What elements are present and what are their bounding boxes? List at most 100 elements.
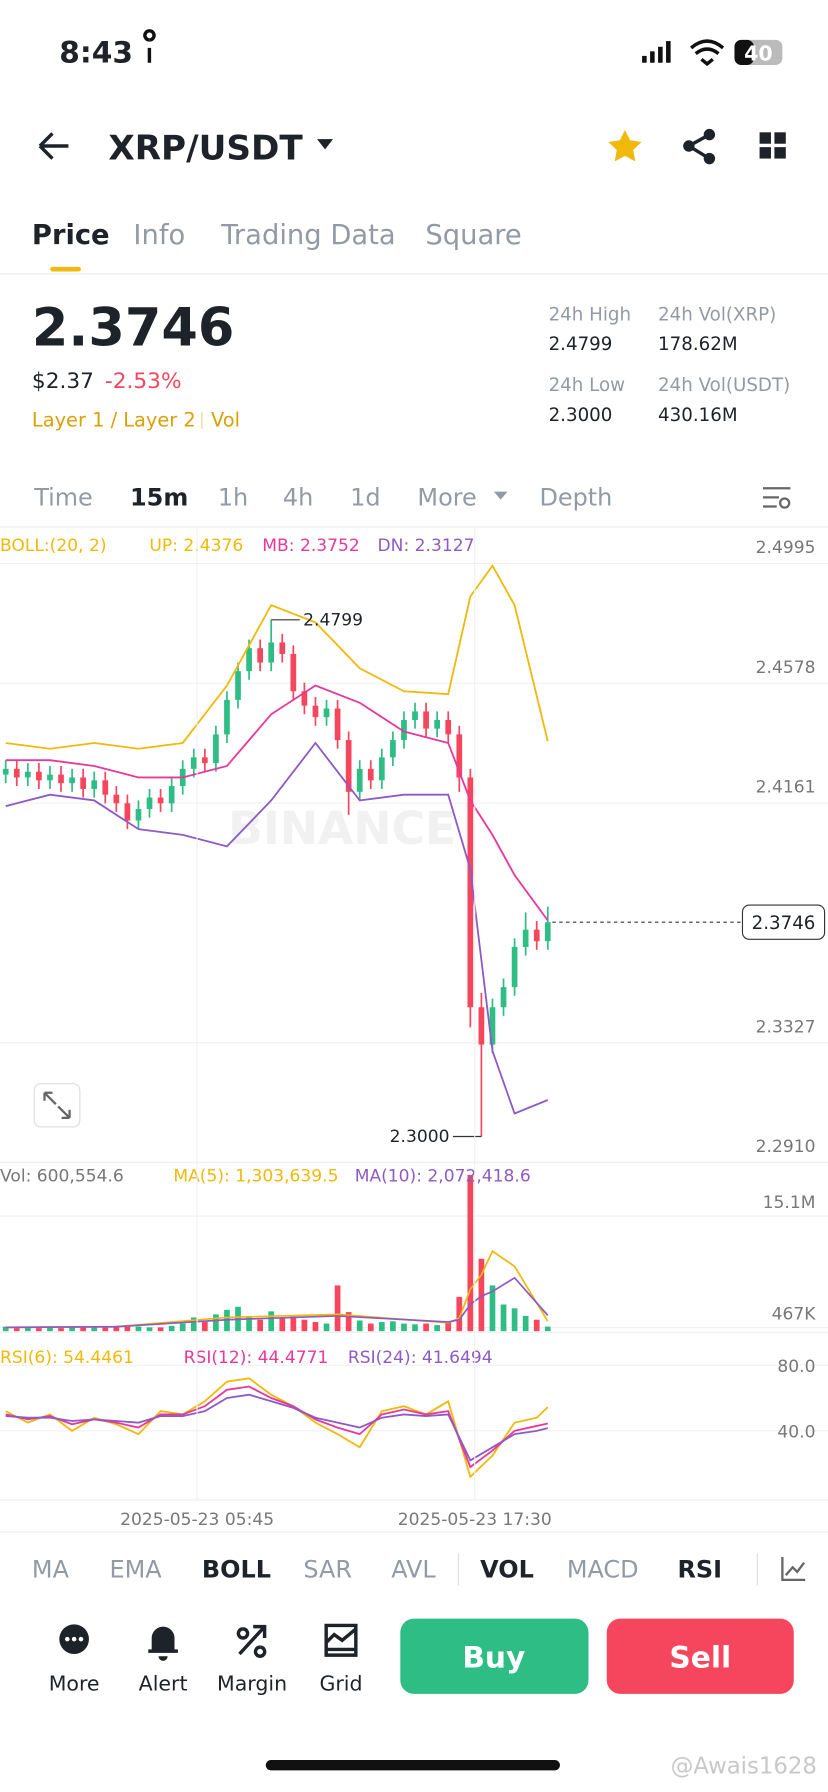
action-label[interactable]: Grid <box>319 1671 362 1695</box>
candle-body <box>13 768 20 778</box>
legend-label: RSI(6): 54.4461 <box>0 1348 134 1368</box>
candle-body <box>47 774 53 781</box>
grid-icon[interactable] <box>324 1623 358 1657</box>
candle-body <box>279 642 286 654</box>
volume-bar <box>124 1325 131 1332</box>
interval[interactable]: Depth <box>539 483 612 511</box>
indicator-tab[interactable]: RSI <box>677 1556 722 1584</box>
indicator-tab[interactable]: AVL <box>391 1556 436 1584</box>
pair-title[interactable]: XRP/USDT <box>108 129 303 169</box>
alert-icon[interactable] <box>148 1626 178 1661</box>
chart-settings[interactable] <box>762 487 791 509</box>
indicator-tab[interactable]: MACD <box>567 1556 639 1584</box>
sell-button[interactable] <box>606 1618 794 1694</box>
y-tick-label: 2.4578 <box>756 658 816 678</box>
candle-body <box>356 768 363 792</box>
volume-bar <box>423 1323 429 1332</box>
indicator-line <box>5 1377 549 1479</box>
action-label[interactable]: More <box>49 1671 100 1695</box>
candle-body <box>80 777 86 789</box>
y-tick-label: 2.4161 <box>756 778 816 798</box>
candle-body <box>522 929 529 947</box>
buy-label[interactable]: Buy <box>462 1640 525 1675</box>
stat-value: 430.16M <box>658 405 738 426</box>
legend-label: MB: 2.3752 <box>262 536 359 556</box>
candle-body <box>36 771 42 781</box>
tab[interactable]: Price <box>32 220 110 251</box>
legend-label: MA(5): 1,303,639.5 <box>173 1167 338 1187</box>
more-dropdown[interactable] <box>493 491 508 500</box>
share-icon[interactable] <box>683 128 716 165</box>
stat-label: 24h Low <box>549 375 626 396</box>
y-tick-label: 80.0 <box>777 1357 815 1377</box>
candle-body <box>224 699 230 735</box>
interval[interactable]: 4h <box>283 483 313 511</box>
x-tick-label: 2025-05-23 05:45 <box>120 1510 274 1530</box>
volume-bar <box>290 1316 297 1332</box>
indicator-line <box>5 1393 548 1462</box>
volume-bar <box>390 1321 396 1332</box>
y-tick-label: 2.3327 <box>756 1017 816 1037</box>
candle-body <box>69 777 75 784</box>
pair-dropdown[interactable] <box>317 139 334 150</box>
stat-label: 24h Vol(USDT) <box>658 375 790 396</box>
tab[interactable]: Info <box>133 220 185 251</box>
stat-label: 24h High <box>549 305 631 326</box>
interval[interactable]: 15m <box>130 483 188 511</box>
interval[interactable]: 1d <box>350 483 380 511</box>
tag[interactable]: Vol <box>211 409 240 432</box>
candle-body <box>58 774 64 784</box>
indicator-label: BOLL:(20, 2) <box>0 536 107 556</box>
interval[interactable]: 1h <box>218 483 248 511</box>
charts: 2.4995 2.4578 2.4161 2.3327 2.2910 BOLL:(20, … <box>0 528 828 1530</box>
indicator-tab[interactable]: VOL <box>480 1556 534 1584</box>
volume-bar <box>190 1317 197 1332</box>
stat-value: 2.3000 <box>549 405 613 426</box>
stat-value: 2.4799 <box>549 334 613 355</box>
indicator-tab[interactable]: EMA <box>109 1556 162 1584</box>
indicator-tab[interactable]: BOLL <box>202 1556 271 1584</box>
expand-button[interactable] <box>33 1083 81 1128</box>
candle-body <box>478 1007 485 1045</box>
volume-bar <box>24 1327 31 1332</box>
back-button[interactable] <box>38 132 69 160</box>
volume-bar <box>36 1328 42 1332</box>
margin-icon[interactable] <box>236 1624 267 1658</box>
indicator-tab[interactable]: MA <box>32 1556 70 1584</box>
action-label[interactable]: Alert <box>139 1671 188 1695</box>
indicator-line <box>5 564 549 750</box>
layout-icon[interactable] <box>759 132 786 159</box>
volume-bar <box>533 1319 540 1332</box>
last-price: 2.3746 <box>32 298 234 359</box>
volume-bar <box>201 1322 208 1332</box>
action-label[interactable]: Margin <box>217 1671 287 1695</box>
indicator-tab[interactable]: SAR <box>303 1556 352 1584</box>
volume-bar <box>268 1311 275 1332</box>
volume-bar <box>168 1325 175 1332</box>
tab[interactable]: Trading Data <box>220 220 395 251</box>
tag[interactable]: Layer 1 / Layer 2 <box>32 409 196 432</box>
interval[interactable]: More <box>417 483 476 511</box>
tab[interactable]: Square <box>425 220 521 251</box>
battery-level <box>734 39 754 66</box>
buy-button[interactable] <box>400 1618 589 1694</box>
brand-watermark: BINANCE <box>228 802 456 855</box>
favorite-star[interactable] <box>608 130 642 162</box>
sell-label[interactable]: Sell <box>669 1640 731 1675</box>
candle-body <box>401 720 407 741</box>
indicator-settings[interactable] <box>781 1557 806 1581</box>
interval[interactable]: Time <box>33 483 93 511</box>
legend-label: MA(10): 2,072,418.6 <box>355 1167 531 1187</box>
candle-body <box>102 780 109 795</box>
candle-body <box>190 757 197 769</box>
volume-bar <box>356 1320 363 1332</box>
last-price-label: 2.3746 <box>752 913 816 934</box>
candle-body <box>345 740 352 792</box>
volume-bar <box>334 1285 341 1332</box>
candle-body <box>157 797 164 804</box>
candle-body <box>312 705 319 718</box>
volume-bar <box>312 1322 319 1332</box>
volume-bar <box>146 1327 153 1332</box>
